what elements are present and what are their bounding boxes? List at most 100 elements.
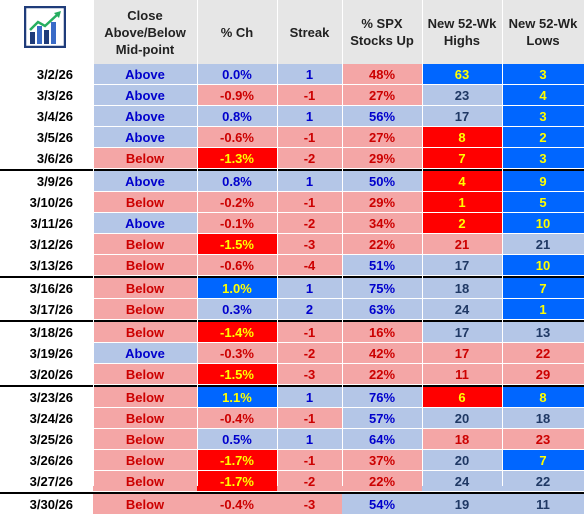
lows-cell: 3 (502, 106, 584, 126)
table-row: 3/17/26 Below 0.3% 2 63% 24 1 (0, 299, 584, 319)
highs-cell: 2 (422, 213, 502, 233)
date-cell: 3/16/26 (0, 278, 93, 298)
table-row: 3/4/26 Above 0.8% 1 56% 17 3 (0, 106, 584, 126)
change-cell: -0.4% (197, 494, 277, 514)
date-cell: 3/19/26 (0, 343, 93, 363)
highs-cell: 4 (422, 171, 502, 191)
date-cell: 3/26/26 (0, 450, 93, 470)
date-cell: 3/27/26 (0, 471, 93, 491)
pct-up-cell: 37% (342, 450, 422, 470)
change-cell: -0.2% (197, 192, 277, 212)
column-divider (502, 0, 503, 486)
lows-cell: 18 (502, 408, 584, 428)
column-divider (342, 0, 343, 486)
position-cell: Below (93, 255, 197, 275)
highs-cell: 17 (422, 255, 502, 275)
change-cell: 0.8% (197, 171, 277, 191)
lows-cell: 21 (502, 234, 584, 254)
streak-cell: -2 (277, 471, 342, 491)
header-highs: New 52-Wk Highs (422, 0, 502, 64)
highs-cell: 11 (422, 364, 502, 384)
position-cell: Below (93, 322, 197, 342)
streak-cell: -1 (277, 408, 342, 428)
streak-cell: -1 (277, 127, 342, 147)
lows-cell: 7 (502, 450, 584, 470)
highs-cell: 19 (422, 494, 502, 514)
position-cell: Below (93, 278, 197, 298)
table-row: 3/27/26 Below -1.7% -2 22% 24 22 (0, 471, 584, 491)
highs-cell: 17 (422, 322, 502, 342)
change-cell: -1.7% (197, 450, 277, 470)
position-cell: Below (93, 299, 197, 319)
position-cell: Below (93, 234, 197, 254)
streak-cell: 1 (277, 171, 342, 191)
table-row: 3/16/26 Below 1.0% 1 75% 18 7 (0, 278, 584, 298)
date-cell: 3/12/26 (0, 234, 93, 254)
highs-cell: 24 (422, 299, 502, 319)
position-cell: Below (93, 387, 197, 407)
highs-cell: 63 (422, 64, 502, 84)
pct-up-cell: 42% (342, 343, 422, 363)
week-separator (0, 385, 584, 387)
table-row: 3/6/26 Below -1.3% -2 29% 7 3 (0, 148, 584, 168)
lows-cell: 22 (502, 343, 584, 363)
lows-cell: 13 (502, 322, 584, 342)
streak-cell: 1 (277, 106, 342, 126)
highs-cell: 18 (422, 429, 502, 449)
table-row: 3/18/26 Below -1.4% -1 16% 17 13 (0, 322, 584, 342)
position-cell: Below (93, 192, 197, 212)
lows-cell: 2 (502, 127, 584, 147)
change-cell: -1.5% (197, 234, 277, 254)
date-cell: 3/25/26 (0, 429, 93, 449)
column-divider (422, 0, 423, 486)
pct-up-cell: 50% (342, 171, 422, 191)
position-cell: Above (93, 106, 197, 126)
change-cell: 0.8% (197, 106, 277, 126)
date-cell: 3/2/26 (0, 64, 93, 84)
streak-cell: -2 (277, 213, 342, 233)
change-cell: 1.0% (197, 278, 277, 298)
streak-cell: 1 (277, 429, 342, 449)
streak-cell: -2 (277, 148, 342, 168)
position-cell: Above (93, 213, 197, 233)
date-cell: 3/6/26 (0, 148, 93, 168)
lows-cell: 9 (502, 171, 584, 191)
pct-up-cell: 76% (342, 387, 422, 407)
header-position: Close Above/Below Mid-point (93, 0, 197, 64)
week-separator (0, 169, 584, 171)
streak-cell: -2 (277, 343, 342, 363)
position-cell: Above (93, 64, 197, 84)
date-cell: 3/13/26 (0, 255, 93, 275)
pct-up-cell: 22% (342, 471, 422, 491)
pct-up-cell: 56% (342, 106, 422, 126)
pct-up-cell: 27% (342, 85, 422, 105)
table-row: 3/3/26 Above -0.9% -1 27% 23 4 (0, 85, 584, 105)
position-cell: Below (93, 471, 197, 491)
streak-cell: -4 (277, 255, 342, 275)
streak-cell: 1 (277, 387, 342, 407)
pct-up-cell: 64% (342, 429, 422, 449)
lows-cell: 5 (502, 192, 584, 212)
week-separator (0, 276, 584, 278)
position-cell: Above (93, 85, 197, 105)
highs-cell: 21 (422, 234, 502, 254)
highs-cell: 17 (422, 343, 502, 363)
pct-up-cell: 54% (342, 494, 422, 514)
highs-cell: 18 (422, 278, 502, 298)
date-cell: 3/9/26 (0, 171, 93, 191)
lows-cell: 3 (502, 148, 584, 168)
highs-cell: 20 (422, 450, 502, 470)
streak-cell: -3 (277, 494, 342, 514)
pct-up-cell: 63% (342, 299, 422, 319)
header-streak: Streak (277, 0, 342, 64)
change-cell: -0.3% (197, 343, 277, 363)
highs-cell: 20 (422, 408, 502, 428)
lows-cell: 29 (502, 364, 584, 384)
date-cell: 3/20/26 (0, 364, 93, 384)
pct-up-cell: 57% (342, 408, 422, 428)
column-divider (277, 0, 278, 486)
streak-cell: -3 (277, 234, 342, 254)
streak-cell: 1 (277, 64, 342, 84)
pct-up-cell: 27% (342, 127, 422, 147)
table-row: 3/19/26 Above -0.3% -2 42% 17 22 (0, 343, 584, 363)
